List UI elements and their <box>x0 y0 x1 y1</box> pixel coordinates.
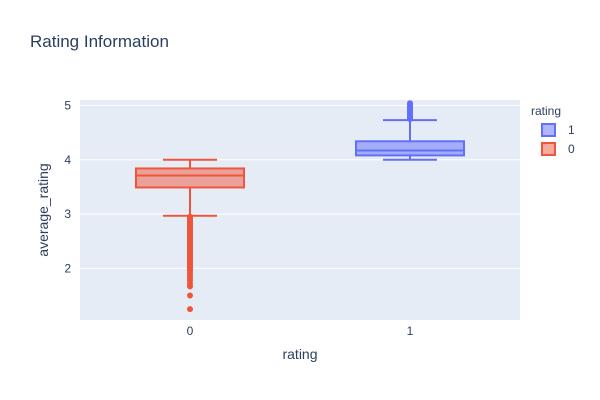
x-axis-title: rating <box>282 346 317 362</box>
legend-swatch <box>541 142 556 156</box>
outlier-point <box>187 283 193 290</box>
legend: rating 1 0 <box>531 104 575 156</box>
x-tick-label: 1 <box>407 324 414 338</box>
legend-title: rating <box>531 104 561 118</box>
plot-background <box>80 100 520 320</box>
legend-swatch <box>541 123 556 137</box>
box-series-1 <box>355 100 465 161</box>
box-iqr <box>355 140 465 157</box>
y-tick-label: 2 <box>64 261 71 275</box>
y-tick-labels: 2 3 4 5 <box>64 98 71 275</box>
y-tick-label: 5 <box>64 98 71 112</box>
box-iqr <box>135 167 245 189</box>
box-series-0 <box>135 158 245 313</box>
outlier-point <box>187 292 193 299</box>
legend-item-1[interactable]: 1 <box>541 123 575 137</box>
y-tick-label: 4 <box>64 153 71 167</box>
box-series <box>135 100 465 313</box>
outlier-point <box>187 306 193 313</box>
y-tick-label: 3 <box>64 207 71 221</box>
outlier-point <box>407 100 413 107</box>
chart-title: Rating Information <box>30 32 169 51</box>
x-tick-label: 0 <box>187 324 194 338</box>
gridlines <box>80 104 520 269</box>
legend-item-0[interactable]: 0 <box>541 142 575 156</box>
y-axis-title: average_rating <box>35 163 51 256</box>
legend-label: 0 <box>568 142 575 156</box>
legend-label: 1 <box>568 123 575 137</box>
